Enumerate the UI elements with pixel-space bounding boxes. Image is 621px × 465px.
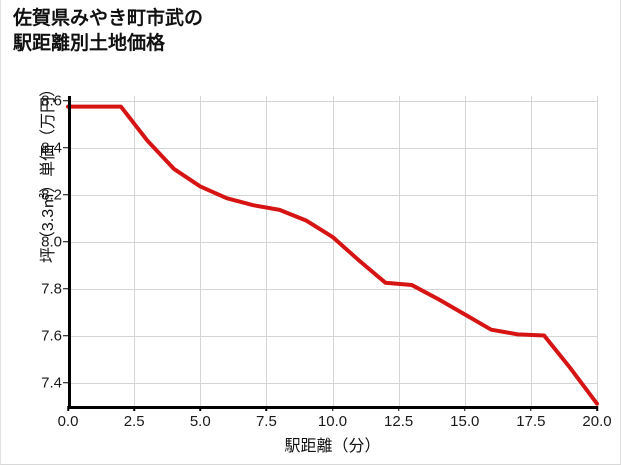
y-tick-label: 8.4 — [41, 139, 62, 157]
x-tick-mark — [133, 406, 135, 411]
y-tick-label: 7.4 — [41, 374, 62, 391]
gridline-vertical — [530, 96, 532, 406]
y-tick-mark — [63, 146, 68, 149]
gridline-vertical — [134, 96, 136, 406]
y-tick-mark — [63, 334, 68, 337]
x-tick-label: 0.0 — [57, 413, 79, 430]
x-tick-mark — [331, 406, 334, 411]
x-tick-label: 15.0 — [450, 413, 480, 430]
x-tick-mark — [596, 406, 598, 411]
x-tick-label: 10.0 — [317, 413, 348, 430]
x-tick-label: 17.5 — [516, 413, 546, 430]
plot-area — [66, 96, 599, 409]
x-tick-label: 7.5 — [255, 413, 277, 430]
y-tick-mark — [63, 381, 68, 384]
gridline-vertical — [266, 96, 268, 406]
x-tick-label: 12.5 — [384, 413, 414, 430]
x-tick-mark — [464, 406, 466, 411]
x-axis-tick-marks — [67, 406, 598, 412]
gridline-vertical — [597, 96, 598, 406]
gridline-vertical — [200, 96, 202, 406]
y-tick-mark — [63, 193, 68, 196]
x-tick-label: 20.0 — [582, 413, 612, 430]
x-tick-mark — [265, 406, 268, 411]
data-line-series — [66, 104, 599, 406]
y-axis-spine — [68, 96, 71, 406]
x-tick-label: 2.5 — [123, 413, 145, 430]
y-tick-label: 8.6 — [41, 92, 62, 110]
y-axis-tick-marks — [63, 96, 68, 406]
y-tick-mark — [63, 287, 68, 290]
y-axis-tick-labels: 7.4 7.6 7.8 8.0 8.2 8.4 8.6 — [1, 92, 62, 406]
y-tick-label: 8.2 — [41, 186, 62, 204]
y-axis-title: 坪（3.3㎡）単価（万円） — [40, 80, 57, 264]
y-tick-label: 7.6 — [41, 327, 62, 345]
gridline-vertical — [398, 96, 400, 406]
page-title: 佐賀県みやき町市武の 駅距離別土地価格 — [13, 8, 204, 54]
x-tick-mark — [199, 406, 201, 411]
x-tick-label: 5.0 — [189, 413, 211, 430]
y-tick-label: 7.8 — [41, 280, 62, 298]
x-tick-mark — [397, 406, 400, 411]
x-tick-mark — [530, 406, 532, 411]
series-polyline — [66, 104, 599, 406]
y-tick-mark — [63, 240, 68, 243]
y-tick-label: 8.0 — [41, 233, 62, 251]
gridline-vertical — [464, 96, 466, 406]
x-axis-title: 駅距離（分） — [284, 438, 381, 455]
y-tick-mark — [63, 99, 68, 102]
gridline-vertical — [332, 96, 334, 406]
x-axis-tick-labels: 0.0 2.5 5.0 7.5 10.0 12.5 15.0 17.5 20.0 — [58, 413, 612, 433]
x-tick-mark — [67, 406, 69, 411]
